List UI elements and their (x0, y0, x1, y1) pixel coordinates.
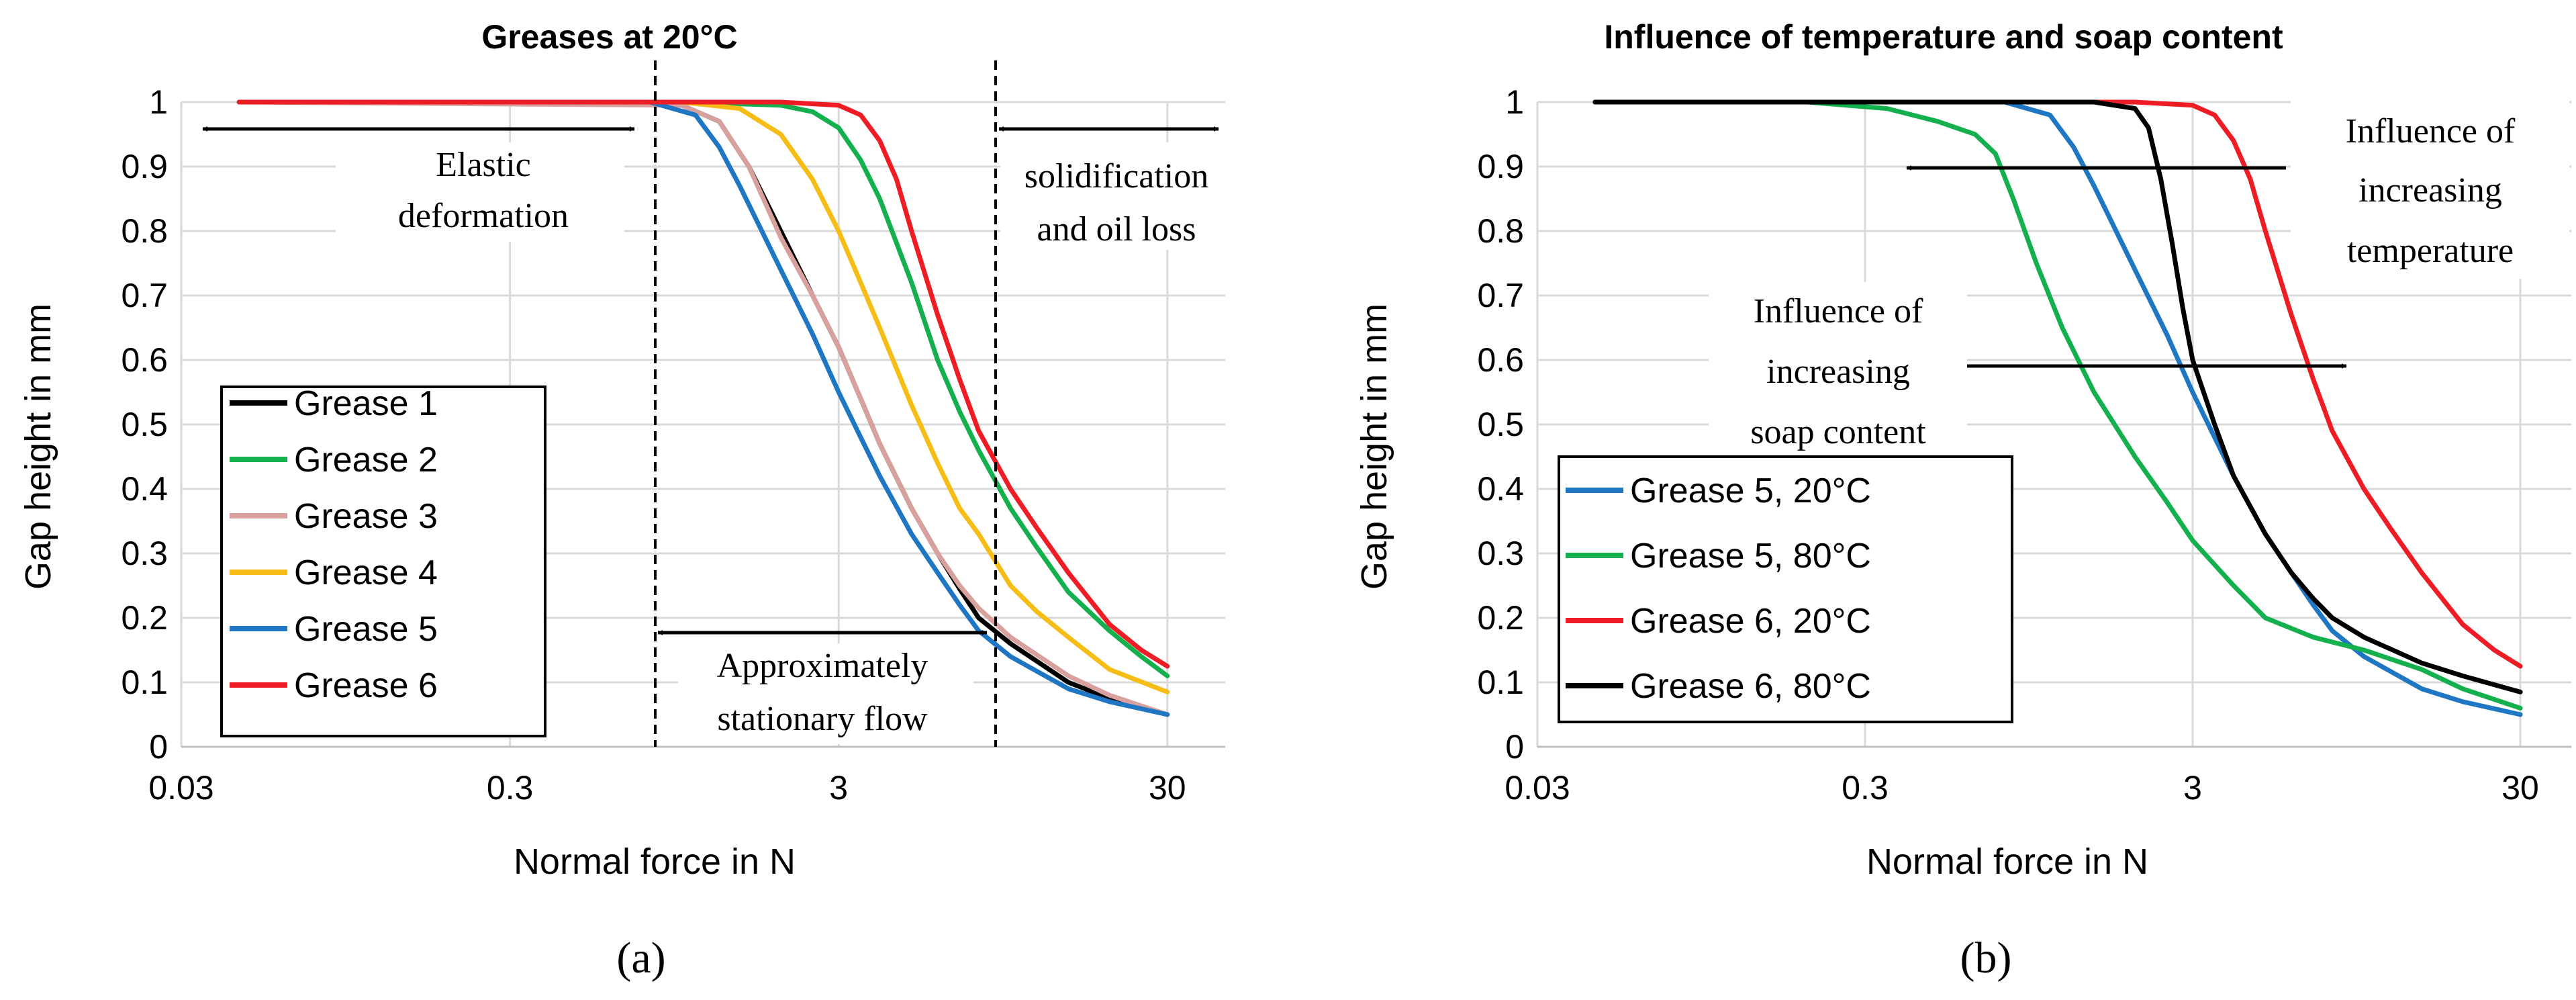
y-tick-label-b: 0 (1505, 728, 1524, 766)
y-tick-label-b: 0.1 (1477, 664, 1524, 701)
legend-b: Grease 5, 20°C Grease 5, 80°C Grease 6, 20… (1558, 455, 2013, 723)
series-b (1592, 99, 2523, 717)
annotation-temperature: Influence of increasing temperature (2291, 101, 2569, 279)
y-tick-label-a: 0 (149, 728, 168, 766)
legend-label-a-3: Grease 3 (294, 497, 438, 536)
legend-label-b-2: Grease 5, 80°C (1630, 537, 1871, 576)
legend-items-a: Grease 1 Grease 2 Grease 3 Grease 4 Grease 5… (230, 384, 438, 705)
legend-label-a-2: Grease 2 (294, 441, 438, 480)
series-line-b-2 (1592, 99, 2523, 711)
legend-label-b-3: Grease 6, 20°C (1630, 602, 1871, 641)
y-tick-label-b: 0.9 (1477, 148, 1524, 185)
annotation-elastic-line1: Elastic (436, 146, 531, 184)
x-tick-label-b: 0.03 (1505, 769, 1570, 807)
legend-label-a-6: Grease 6 (294, 666, 438, 705)
chart-title-b: Influence of temperature and soap conten… (1604, 18, 2283, 56)
legend-label-a-5: Grease 5 (294, 610, 438, 649)
x-tick-label-b: 3 (2183, 769, 2202, 807)
annotation-temperature-line3: temperature (2347, 232, 2514, 270)
y-tick-label-a: 0.2 (121, 599, 168, 637)
y-axis-label-a: Gap height in mm (18, 304, 58, 590)
x-tick-label-a: 0.3 (487, 769, 534, 807)
series-line-b-3 (1592, 99, 2523, 669)
annotation-soap-line1: Influence of (1754, 292, 1923, 330)
annotation-solidification-line2: and oil loss (1037, 210, 1196, 248)
y-tick-label-b: 0.7 (1477, 277, 1524, 314)
y-tick-label-a: 0.5 (121, 406, 168, 443)
x-tick-label-a: 3 (829, 769, 848, 807)
annotation-temperature-line2: increasing (2358, 171, 2502, 210)
legend-a: Grease 1 Grease 2 Grease 3 Grease 4 Grease 5… (220, 384, 546, 737)
panel-label-b: (b) (1960, 934, 2012, 983)
y-tick-label-b: 1 (1505, 83, 1524, 121)
chart-title-a: Greases at 20°C (481, 18, 737, 56)
annotation-elastic-line2: deformation (398, 197, 569, 235)
series-line-a-2 (236, 99, 1170, 678)
annotation-stationary: Approximately stationary flow (678, 643, 973, 744)
legend-label-b-4: Grease 6, 80°C (1630, 667, 1871, 706)
y-tick-label-a: 0.8 (121, 212, 168, 250)
y-tick-label-b: 0.8 (1477, 212, 1524, 250)
y-tick-label-b: 0.5 (1477, 406, 1524, 443)
y-tick-label-a: 1 (149, 83, 168, 121)
panel-b: 00.10.20.30.40.50.60.70.80.910.03 0.3 3 30 … (1354, 18, 2571, 983)
y-tick-label-b: 0.6 (1477, 341, 1524, 379)
y-tick-label-b: 0.3 (1477, 535, 1524, 572)
x-tick-label-b: 0.3 (1842, 769, 1889, 807)
annotation-soap: Influence of increasing soap content (1709, 282, 1967, 460)
x-tick-label-b: 30 (2501, 769, 2539, 807)
annotation-temperature-line1: Influence of (2346, 112, 2516, 150)
series-line-a-6 (236, 99, 1170, 669)
y-tick-label-b: 0.2 (1477, 599, 1524, 637)
y-tick-label-a: 0.1 (121, 664, 168, 701)
x-tick-label-a: 30 (1149, 769, 1186, 807)
series-line-a-3 (236, 99, 1170, 717)
y-tick-label-a: 0.3 (121, 535, 168, 572)
series-line-a-4 (236, 99, 1170, 694)
legend-label-a-1: Grease 1 (294, 384, 438, 423)
x-axis-label-a: Normal force in N (514, 842, 796, 882)
series-line-b-4 (1592, 99, 2523, 694)
ticks-a: 0 0.1 0.2 0.3 0.4 0.5 0.6 0.7 0.8 0.9 1 0.03 0.3 3 30 (121, 83, 1186, 807)
panel-a: 00.10.20.30.40.50.60.70.80.910.03 0.3 3 30 … (18, 18, 1229, 983)
legend-label-a-4: Grease 4 (294, 553, 438, 592)
y-tick-label-a: 0.6 (121, 341, 168, 379)
x-axis-label-b: Normal force in N (1866, 842, 2148, 882)
y-tick-label-a: 0.9 (121, 148, 168, 185)
legend-items-b: Grease 5, 20°C Grease 5, 80°C Grease 6, 20… (1566, 471, 1871, 706)
y-tick-label-a: 0.4 (121, 470, 168, 508)
x-tick-label-a: 0.03 (148, 769, 213, 807)
series-a (236, 99, 1170, 717)
annotation-solidification: solidification and oil loss (1000, 142, 1229, 250)
y-tick-label-b: 0.4 (1477, 470, 1524, 508)
y-tick-label-a: 0.7 (121, 277, 168, 314)
annotation-soap-line3: soap content (1750, 413, 1926, 451)
series-line-a-5 (236, 99, 1170, 717)
annotation-stationary-line1: Approximately (717, 647, 928, 685)
annotation-soap-line2: increasing (1766, 353, 1910, 391)
annotation-stationary-line2: stationary flow (717, 700, 928, 738)
legend-label-b-1: Grease 5, 20°C (1630, 471, 1871, 510)
panel-label-a: (a) (616, 934, 665, 983)
annotation-solidification-line1: solidification (1024, 157, 1208, 195)
ticks-b: 0 0.1 0.2 0.3 0.4 0.5 0.6 0.7 0.8 0.9 1 0.03 0.3 3 30 (1477, 83, 2538, 807)
annotation-elastic: Elastic deformation (336, 142, 624, 242)
y-axis-label-b: Gap height in mm (1354, 304, 1394, 590)
